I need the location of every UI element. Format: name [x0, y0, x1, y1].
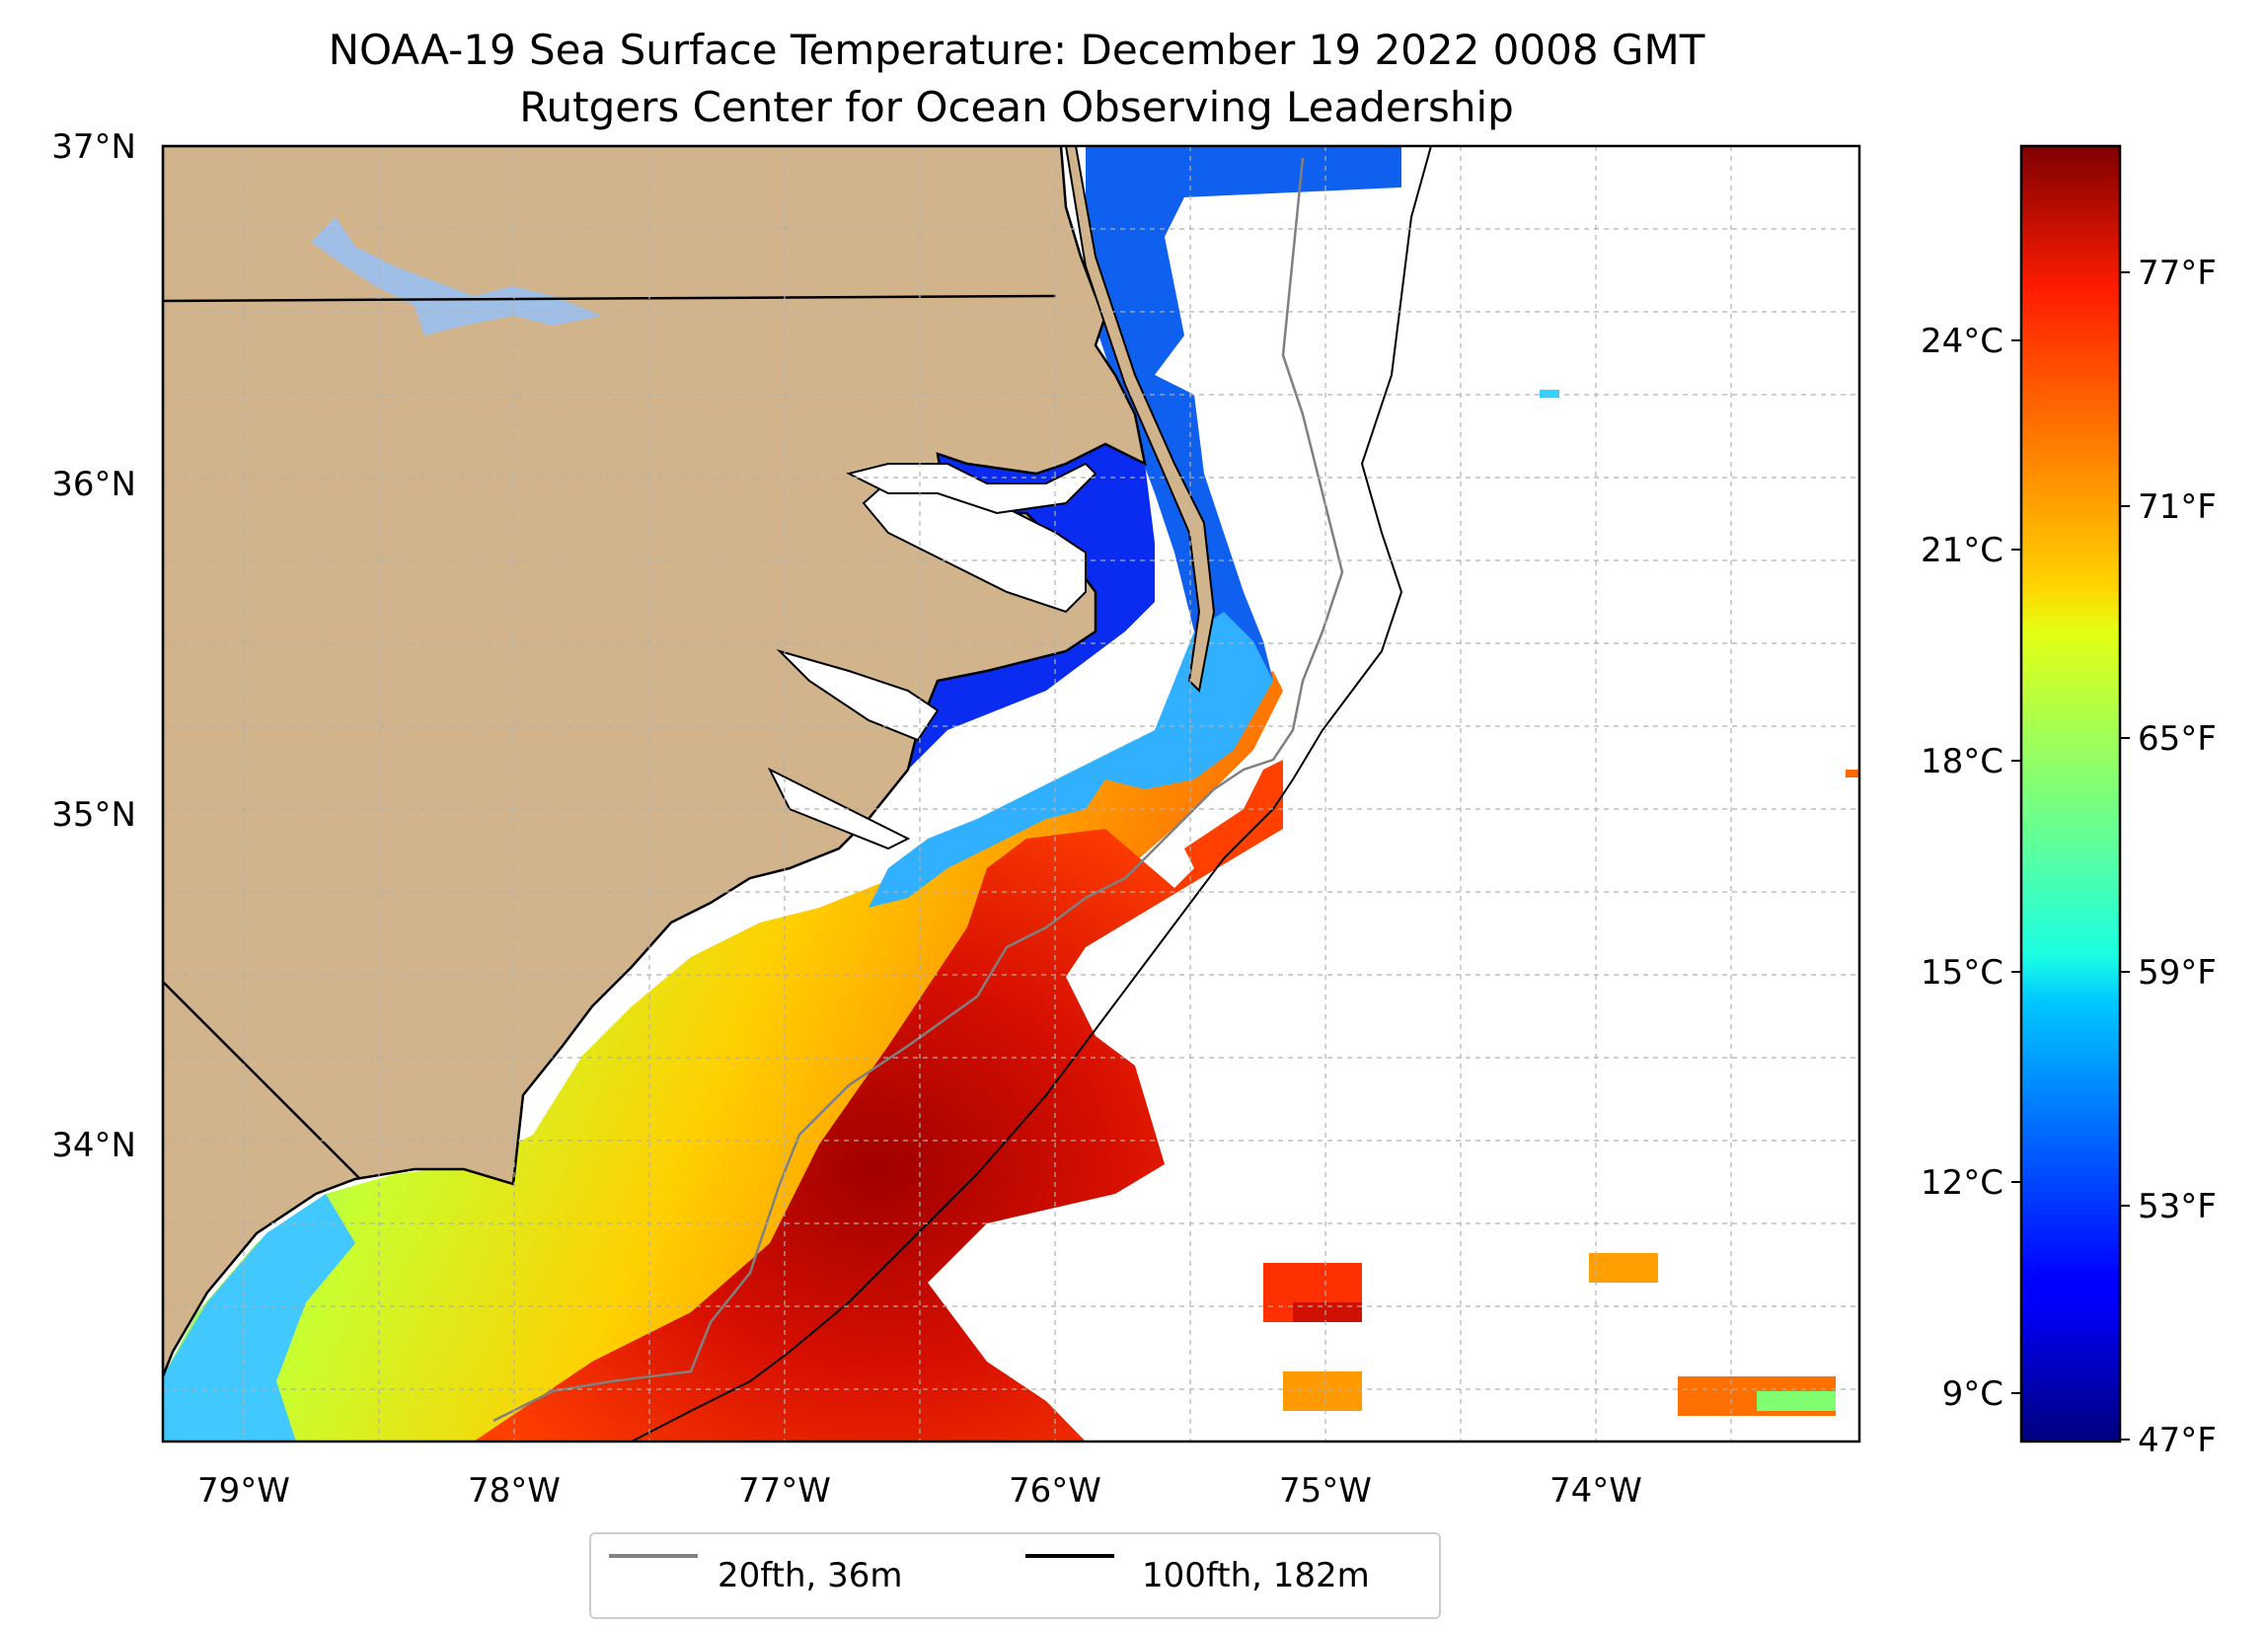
title-line-2: Rutgers Center for Ocean Observing Leade… [519, 83, 1514, 131]
kerr-lake [311, 217, 602, 335]
sst-patch [1589, 1253, 1658, 1283]
sst-field [163, 146, 1859, 1441]
gridlines [163, 146, 1859, 1441]
sst-southern-shelf-cool [163, 1194, 355, 1441]
title-line-1: NOAA-19 Sea Surface Temperature: Decembe… [328, 26, 1705, 74]
colorbar-celsius-label: 21°C [1921, 531, 2003, 570]
lon-tick-label: 78°W [468, 1471, 561, 1511]
albemarle-sound [846, 462, 1097, 515]
legend-swatch-20fth [609, 1554, 698, 1558]
sst-cold-sound [908, 444, 1155, 770]
colorbar-celsius-label: 12°C [1921, 1163, 2003, 1203]
lat-axis: 37°N 36°N 35°N 34°N [51, 127, 136, 1165]
state-border-va-nc [163, 294, 1057, 303]
map-frame [161, 144, 1861, 1443]
lon-tick-label: 77°W [738, 1471, 831, 1511]
lon-tick-label: 74°W [1550, 1471, 1642, 1511]
legend-label-20fth: 20fth, 36m [718, 1556, 903, 1595]
legend-label-100fth: 100fth, 182m [1142, 1556, 1370, 1595]
colorbar-fahrenheit-label: 53°F [2138, 1187, 2217, 1226]
lon-tick-label: 79°W [197, 1471, 290, 1511]
sst-patch [1846, 770, 1859, 777]
colorbar-gradient [2019, 144, 2122, 1443]
lon-tick-label: 76°W [1009, 1471, 1101, 1511]
outer-banks [1064, 146, 1216, 694]
lat-tick-label: 35°N [51, 795, 136, 835]
legend-swatch-100fth [1025, 1554, 1114, 1558]
colorbar-celsius-label: 15°C [1921, 953, 2003, 993]
colorbar-celsius-label: 9°C [1942, 1374, 2003, 1414]
colorbar-fahrenheit-label: 47°F [2138, 1421, 2217, 1460]
sst-patch [1293, 1302, 1362, 1322]
colorbar-fahrenheit-label: 59°F [2138, 953, 2217, 993]
colorbar-fahrenheit-label: 71°F [2138, 487, 2217, 527]
lat-tick-label: 36°N [51, 465, 136, 504]
map-panel [163, 146, 1859, 1441]
sst-patch [1283, 1371, 1362, 1411]
colorbar-celsius-label: 18°C [1921, 742, 2003, 781]
lat-tick-label: 37°N [51, 127, 136, 167]
colorbar-fahrenheit-ticks [2120, 271, 2130, 1441]
sst-patch [1757, 1391, 1836, 1411]
sst-nearshore-cool [869, 612, 1273, 908]
isobath-legend: 20fth, 36m 100fth, 182m [589, 1532, 1441, 1619]
sst-patch [1540, 390, 1559, 398]
colorbar: 24°C 21°C 18°C 15°C 12°C 9°C 77°F 71°F 6… [1921, 144, 2217, 1460]
sst-gulf-stream [474, 760, 1283, 1441]
lat-tick-label: 34°N [51, 1126, 136, 1165]
colorbar-fahrenheit-label: 77°F [2138, 254, 2217, 293]
map-title: NOAA-19 Sea Surface Temperature: Decembe… [0, 22, 2033, 136]
isobath-20-fathom [492, 157, 1344, 1423]
pamlico-river [776, 648, 940, 742]
state-border-nc-sc [163, 981, 361, 1180]
colorbar-fahrenheit-label: 65°F [2138, 719, 2217, 759]
colorbar-celsius-label: 24°C [1921, 322, 2003, 361]
lon-axis: 79°W 78°W 77°W 76°W 75°W 74°W [197, 1471, 1642, 1511]
lon-tick-label: 75°W [1279, 1471, 1372, 1511]
colorbar-celsius-ticks [2011, 339, 2021, 1394]
sst-cold-shelf-north [1086, 146, 1401, 730]
